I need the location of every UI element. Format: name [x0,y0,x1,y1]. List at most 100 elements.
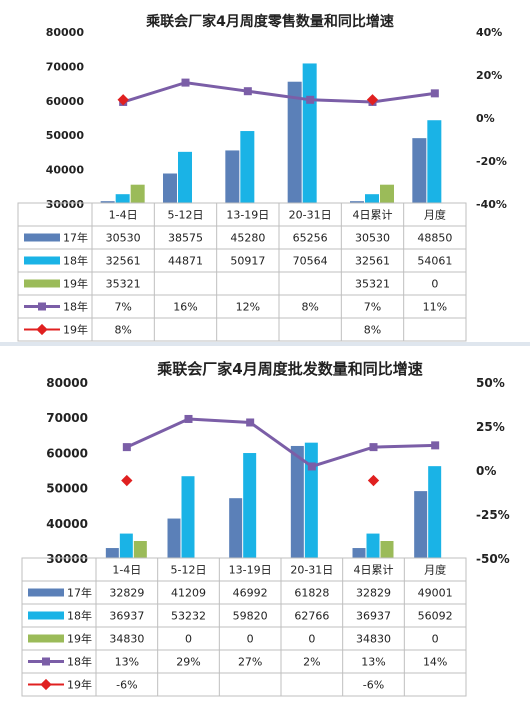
legend-marker-18年 [42,657,50,666]
bar-17年-5-12日 [167,518,181,558]
legend-key-18年 [28,611,64,620]
data-table-value: 41209 [171,587,206,600]
data-table-value: 0 [308,633,315,646]
data-table-value: 11% [423,301,447,314]
data-table-value: 32561 [106,255,141,268]
data-table-value: 62766 [294,610,329,623]
chart-title: 乘联会厂家4月周度零售数量和同比增速 [145,13,394,30]
y-axis-tick-label: 50000 [46,482,88,496]
y-axis-tick-label: 60000 [46,446,88,460]
legend-series-name: 18年 [67,609,92,623]
data-table-value: -6% [116,679,137,692]
legend-series-name: 18年 [67,655,92,669]
bar-18年-1-4日 [119,533,133,558]
data-table-value: 54061 [417,255,452,268]
data-table-value: 8% [364,324,381,337]
line-marker-18年 [246,418,255,427]
x-axis-category-label: 4日累计 [354,564,394,577]
x-axis-category-label: 20-31日 [289,209,332,222]
data-table-value: 61828 [294,587,329,600]
y2-axis-tick-label: 25% [476,420,505,434]
bar-17年-1-4日 [105,548,119,558]
y2-axis-tick-label: 0% [476,464,496,478]
bar-18年-20-31日 [304,442,318,558]
data-table-value: 12% [236,301,260,314]
bar-19年-1-4日 [130,184,145,203]
data-table-value: 44871 [168,255,203,268]
data-table-value: 13% [361,656,385,669]
bar-17年-月度 [412,138,427,203]
line-marker-19年 [367,474,380,487]
y-axis-tick-label: 30000 [46,198,85,211]
data-table-value: 13% [115,656,139,669]
data-table-value: 35321 [355,278,390,291]
data-table-value: 7% [364,301,381,314]
line-marker-18年 [430,89,439,98]
data-table-value: 38575 [168,232,203,245]
line-marker-18年 [431,441,440,450]
data-table-value: 46992 [233,587,268,600]
data-table-value: 36937 [356,610,391,623]
y-axis-tick-label: 60000 [46,95,85,108]
bar-19年-1-4日 [133,540,147,558]
legend-series-name: 18年 [63,300,88,314]
y-axis-tick-label: 50000 [46,129,85,142]
line-marker-18年 [369,443,378,452]
legend-key-19年 [24,279,60,288]
data-table-value: 27% [238,656,262,669]
bar-17年-5-12日 [163,173,177,203]
y-axis-tick-label: 40000 [46,164,85,177]
x-axis-category-label: 4日累计 [353,209,393,222]
y-axis-tick-label: 30000 [46,552,88,566]
data-table-value: 14% [423,656,447,669]
legend-marker-18年 [38,302,46,311]
bar-18年-13-19日 [243,453,257,558]
data-table-value: 0 [432,633,439,646]
line-marker-18年 [122,443,131,452]
y-axis-tick-label: 80000 [46,376,88,390]
line-marker-18年 [306,95,315,104]
y2-axis-tick-label: 40% [476,26,502,39]
data-table-value: 50917 [230,255,265,268]
data-table-value: 59820 [233,610,268,623]
bar-18年-4日累计 [366,533,380,558]
legend-key-18年 [24,256,60,265]
line-marker-18年 [307,462,316,471]
x-axis-category-label: 5-12日 [171,564,207,577]
legend-series-name: 19年 [63,277,88,291]
legend-series-name: 19年 [63,323,88,337]
data-table-value: 8% [114,324,131,337]
line-series-18年 [122,81,436,104]
legend-key-17年 [28,588,64,597]
bar-18年-20-31日 [302,63,317,203]
data-table-value: 29% [176,656,200,669]
legend-series-name: 19年 [67,678,92,692]
data-table-value: 30530 [106,232,141,245]
data-table-value: 35321 [106,278,141,291]
legend-series-name: 18年 [63,254,88,268]
bar-18年-13-19日 [240,131,255,203]
legend-marker-19年 [36,323,48,336]
y2-axis-tick-label: -50% [476,552,510,566]
legend-series-name: 17年 [67,586,92,600]
wholesale-chart: 乘联会厂家4月周度批发数量和同比增速 80000 70000 60000 50000 40… [21,360,510,697]
data-table-value: 36937 [109,610,144,623]
panel-divider [0,342,530,346]
bar-17年-1-4日 [100,201,115,203]
data-table-value: 70564 [293,255,328,268]
y-axis-tick-label: 70000 [46,411,88,425]
x-axis-category-label: 13-19日 [226,209,269,222]
data-table-value: 34830 [356,633,391,646]
chart-title: 乘联会厂家4月周度批发数量和同比增速 [156,360,422,378]
line-marker-18年 [243,87,252,96]
x-axis-category-label: 1-4日 [112,564,141,577]
x-axis-category-label: 5-12日 [168,209,204,222]
legend-marker-19年 [40,678,52,691]
data-table-value: 0 [431,278,438,291]
bar-17年-13-19日 [229,498,243,558]
y2-axis-tick-label: -25% [476,508,510,522]
bar-18年-1-4日 [115,194,130,203]
retail-chart-panel: 乘联会厂家4月周度零售数量和同比增速 80000 70000 60000 50000 40… [0,0,530,342]
legend-key-17年 [24,233,60,242]
bar-18年-5-12日 [178,151,192,203]
